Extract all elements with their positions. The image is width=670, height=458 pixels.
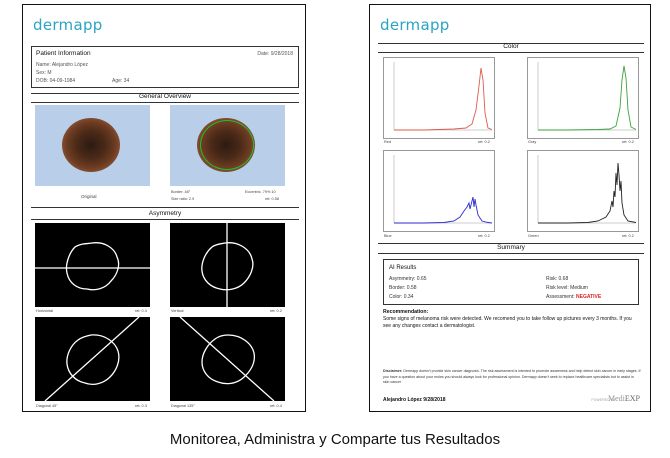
powered-by-label: POWERED BY [591,398,616,402]
histogram-green [527,150,639,232]
divider [31,207,299,208]
disclaimer-text: Dermapp doesn't provide skin cancer diag… [383,369,641,384]
signature: Alejandro López 9/28/2018 [383,397,446,403]
asymmetry-label: Vertical [171,309,184,313]
dermapp-logo: dermapp [33,16,103,34]
overview-ret-label: ret: 0.58 [265,197,279,201]
histogram-blue [383,150,495,232]
border-lesion-photo [170,105,285,186]
asymmetry-diagonal-135-panel [170,317,285,401]
histogram-ret: ret: 0.2 [622,234,634,238]
caption: Monitorea, Administra y Comparte tus Res… [169,431,501,448]
histogram-label: Green [528,234,539,238]
logo-part: Medi [607,394,625,403]
asymmetry-label: Diagonal 135° [171,404,195,408]
divider [378,52,644,53]
ai-results-title: AI Results [389,265,417,271]
histogram-label: Red [384,140,391,144]
histogram-ret: ret: 0.2 [478,234,490,238]
divider [31,93,299,94]
asymmetry-ret: ret: 0.4 [135,309,147,313]
logo-part: EXP [624,394,640,403]
disclaimer-label: Disclaimer: [383,369,403,373]
histogram-gray [527,57,639,139]
patient-information-box: Patient Information Date: 9/28/2018 Name… [31,46,299,88]
asymmetry-ret: ret: 0.4 [270,404,282,408]
asymmetry-label: Diagonal 45° [36,404,58,408]
asymmetry-ret: ret: 0.3 [135,404,147,408]
asymmetry-vertical-panel [170,223,285,307]
original-label: Original [81,194,97,199]
lesion-report-page: dermapp Patient Information Date: 9/28/2… [22,4,306,412]
asymmetry-title: Asymmetry [148,210,182,217]
report-date: Date: 9/28/2018 [257,51,293,57]
asymmetry-ret: ret: 0.2 [270,309,282,313]
risk-level: Risk level: Medium [546,285,588,291]
ai-results-box: AI Results Asymmetry: 0.65 Border: 0.58 … [383,259,639,305]
divider [378,243,644,244]
dermapp-logo: dermapp [380,16,450,34]
asymmetry-label: Horizontal [36,309,54,313]
border-score: Border: 0.58 [389,285,417,291]
asymmetry-horizontal-panel [35,223,150,307]
assessment-label: Assessment: [546,294,575,300]
histogram-label: Gray [528,140,537,144]
eccentricity-label: Eccentric. 79% 10 [245,190,276,194]
lesion [62,118,120,172]
histogram-label: Blue [384,234,392,238]
patient-info-title: Patient Information [36,50,91,57]
lesion-border-outline [200,120,254,170]
summary-title: Summary [497,244,525,251]
assessment: Assessment: NEGATIVE [546,294,601,300]
disclaimer: Disclaimer: Dermapp doesn't provide skin… [383,369,641,386]
histogram-ret: ret: 0.2 [478,140,490,144]
patient-sex: Sex: M [36,70,52,76]
patient-dob: DOB: 04-09-1984 [36,78,76,84]
patient-age: Age: 34 [112,78,130,84]
recommendation-text: Some signs of melanoma risk were detecte… [383,316,632,329]
asymmetry-diagonal-45-panel [35,317,150,401]
divider [378,253,644,254]
divider [31,102,299,103]
results-report-page: dermapp Color Red ret: 0.2 Gray ret: 0.2… [369,4,651,412]
risk-score: Risk: 0.68 [546,276,569,282]
border-label: Border: 48° [171,190,191,194]
color-score: Color: 0.34 [389,294,414,300]
original-lesion-photo [35,105,150,186]
patient-name: Name: Alejandro López [36,62,88,68]
histogram-red [383,57,495,139]
color-title: Color [503,43,519,50]
general-overview-title: General Overview [138,93,192,100]
histogram-ret: ret: 0.2 [622,140,634,144]
asymmetry-score: Asymmetry: 0.65 [389,276,427,282]
size-ratio-label: Size ratio: 2.9 [171,197,195,201]
divider [378,43,644,44]
recommendation-title: Recommendation: [383,309,429,315]
medixp-logo: MediEXP [608,394,640,403]
assessment-value: NEGATIVE [576,294,602,300]
divider [31,219,299,220]
